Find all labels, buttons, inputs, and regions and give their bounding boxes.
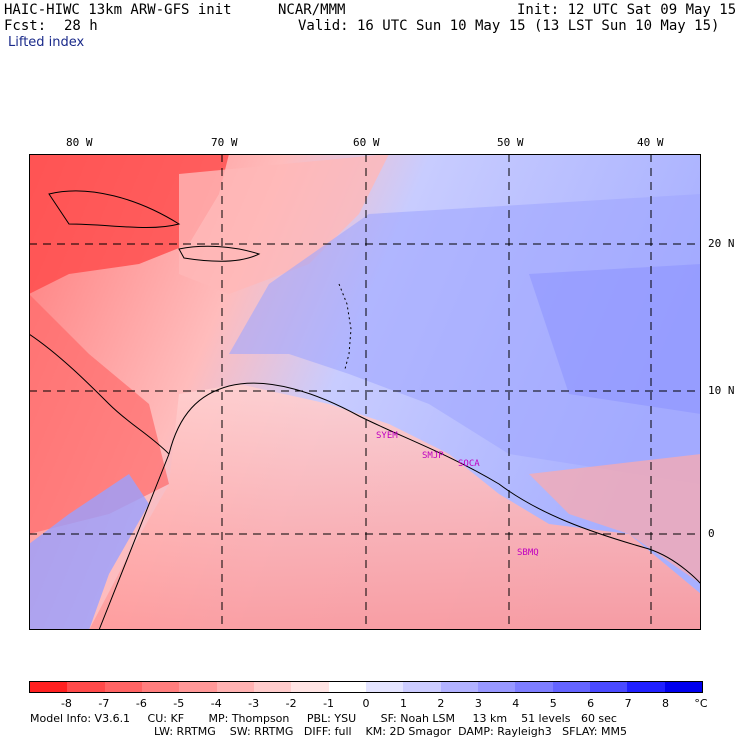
lifted-index-map bbox=[29, 154, 701, 630]
colorbar-swatch bbox=[664, 682, 702, 692]
colorbar-tick-label: 8 bbox=[662, 697, 670, 710]
lon-label-80w: 80 W bbox=[66, 136, 93, 149]
colorbar-tick-label: 1 bbox=[399, 697, 407, 710]
colorbar-tick-label: 0 bbox=[362, 697, 370, 710]
field-south-america bbox=[89, 384, 701, 630]
colorbar-tick-label: -1 bbox=[323, 697, 335, 710]
colorbar-swatch bbox=[403, 682, 441, 692]
colorbar-tick-label: -2 bbox=[285, 697, 297, 710]
title-org: NCAR/MMM bbox=[278, 2, 346, 18]
colorbar-tick-label: -8 bbox=[60, 697, 72, 710]
title-model: HAIC-HIWC 13km ARW-GFS init bbox=[4, 2, 232, 18]
field-name: Lifted index bbox=[8, 35, 85, 50]
station-smjp: SMJP bbox=[422, 451, 444, 461]
colorbar-swatch bbox=[552, 682, 590, 692]
model-info-line2: LW: RRTMG SW: RRTMG DIFF: full KM: 2D Sm… bbox=[154, 725, 627, 738]
lat-label-20n: 20 N bbox=[708, 237, 735, 250]
colorbar-unit: °C bbox=[694, 697, 708, 710]
colorbar-tick-label: -7 bbox=[98, 697, 110, 710]
colorbar-tick-label: 7 bbox=[624, 697, 632, 710]
valid-time: Valid: 16 UTC Sun 10 May 15 (13 LST Sun … bbox=[298, 18, 720, 34]
coastline-south-america bbox=[98, 382, 701, 630]
colorbar-swatch bbox=[30, 682, 68, 692]
init-time: Init: 12 UTC Sat 09 May 15 bbox=[517, 2, 737, 18]
colorbar-swatch bbox=[179, 682, 217, 692]
colorbar-swatch bbox=[253, 682, 292, 692]
lon-label-70w: 70 W bbox=[211, 136, 238, 149]
colorbar-tick-label: -3 bbox=[248, 697, 260, 710]
lon-label-50w: 50 W bbox=[497, 136, 524, 149]
colorbar-tick-label: 2 bbox=[437, 697, 445, 710]
field-red-southeast bbox=[529, 454, 701, 584]
field-red-central-america bbox=[29, 294, 169, 534]
lon-label-60w: 60 W bbox=[353, 136, 380, 149]
field-blue-core bbox=[529, 264, 701, 414]
field-pacific-blue bbox=[29, 474, 149, 630]
station-syem: SYEM bbox=[376, 431, 398, 441]
colorbar-swatch bbox=[328, 682, 366, 692]
colorbar-swatch bbox=[67, 682, 105, 692]
lat-label-0: 0 bbox=[708, 527, 715, 540]
graticule bbox=[29, 154, 701, 630]
colorbar-swatch bbox=[477, 682, 516, 692]
station-sbmq: SBMQ bbox=[517, 548, 539, 558]
colorbar-swatch bbox=[589, 682, 628, 692]
lon-label-40w: 40 W bbox=[637, 136, 664, 149]
colorbar-swatch bbox=[291, 682, 329, 692]
lat-label-10n: 10 N bbox=[708, 384, 735, 397]
colorbar-swatch bbox=[141, 682, 180, 692]
colorbar-tick-label: -6 bbox=[135, 697, 147, 710]
colorbar-tick-label: 4 bbox=[512, 697, 520, 710]
coastline-cuba bbox=[48, 190, 181, 229]
fcst-label: Fcst: bbox=[4, 18, 47, 34]
model-info-line1: Model Info: V3.6.1 CU: KF MP: Thompson P… bbox=[30, 712, 617, 725]
colorbar-swatch bbox=[515, 682, 553, 692]
station-soca: SOCA bbox=[458, 459, 480, 469]
colorbar-swatch bbox=[216, 682, 254, 692]
coastline-central-america bbox=[29, 333, 170, 455]
colorbar-tick-label: -4 bbox=[210, 697, 222, 710]
coastline-hispaniola bbox=[178, 245, 261, 262]
colorbar-swatch bbox=[365, 682, 404, 692]
field-pink-belt bbox=[179, 154, 389, 294]
colorbar-tick-label: 3 bbox=[474, 697, 482, 710]
colorbar-swatch bbox=[440, 682, 478, 692]
field-blue-atlantic bbox=[229, 194, 701, 484]
colorbar bbox=[29, 681, 703, 693]
colorbar-tick-label: 6 bbox=[587, 697, 595, 710]
colorbar-tick-label: -5 bbox=[173, 697, 185, 710]
colorbar-swatch bbox=[627, 682, 665, 692]
fcst-value: 28 h bbox=[64, 18, 98, 34]
coastline-lesser-antilles bbox=[338, 283, 352, 370]
colorbar-tick-label: 5 bbox=[549, 697, 557, 710]
colorbar-swatch bbox=[104, 682, 142, 692]
